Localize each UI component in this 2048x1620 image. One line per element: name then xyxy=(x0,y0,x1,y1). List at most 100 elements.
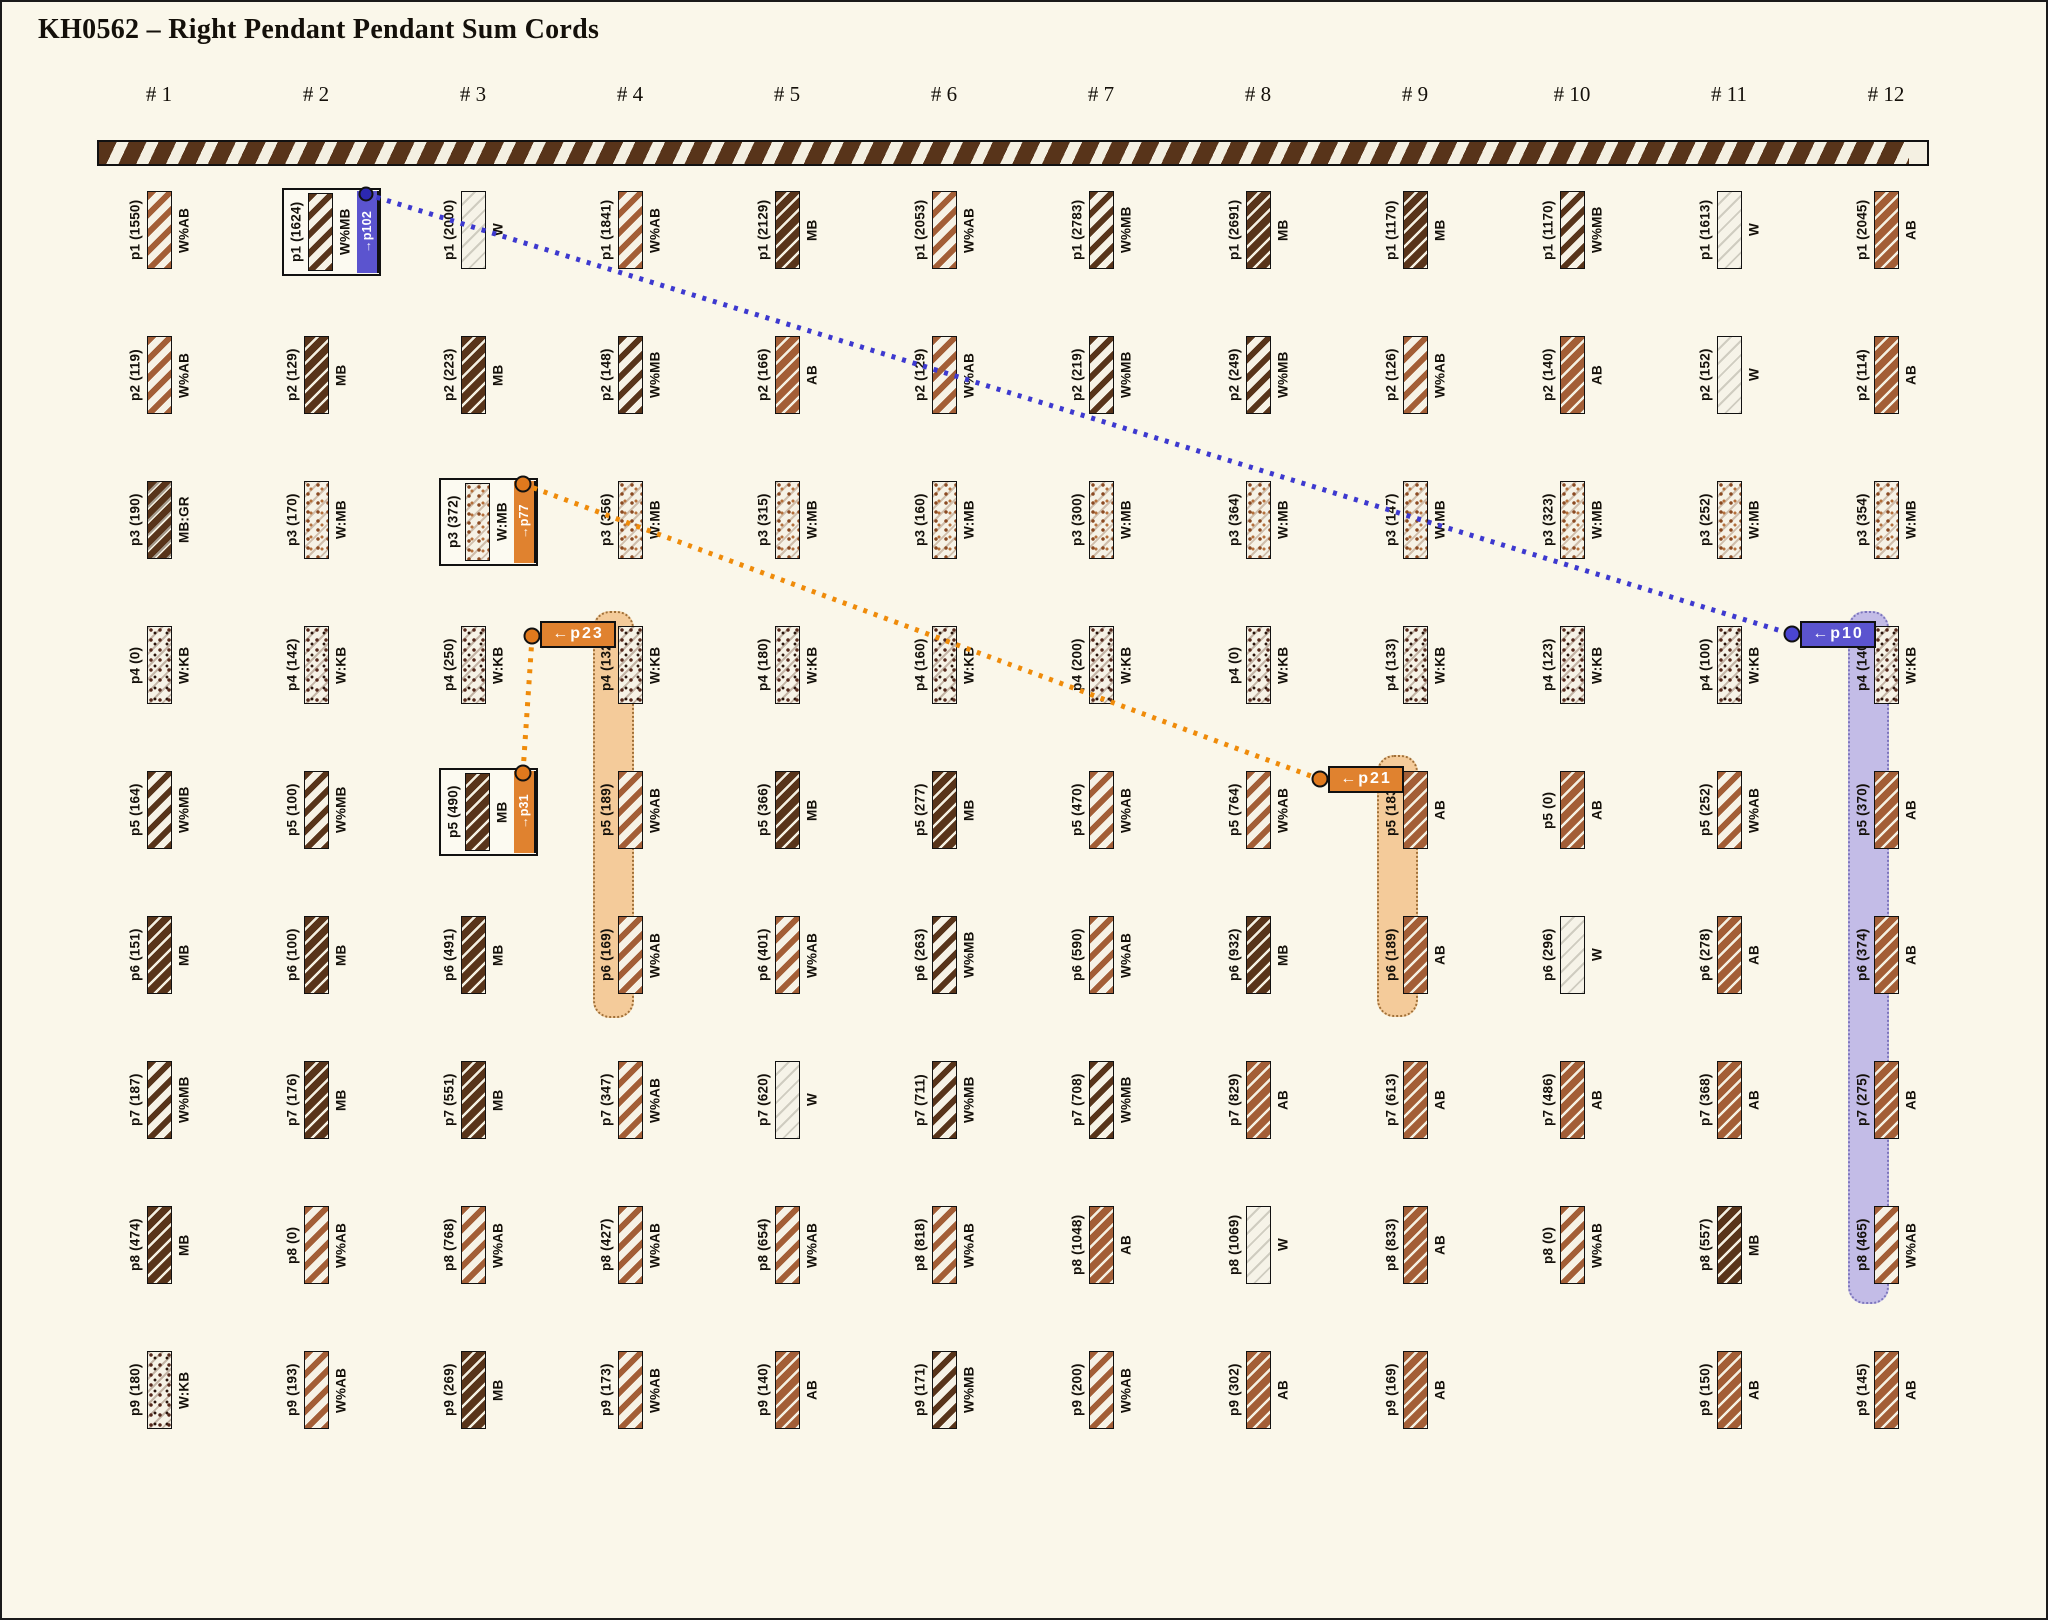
cord-glyph-W%MB xyxy=(1246,336,1271,414)
pendant-label: p2 (249) xyxy=(1226,348,1242,402)
pendant-cell-4-p3: p3 (356) W:MB xyxy=(596,478,665,562)
pendant-cell-6-p3: p3 (160) W:MB xyxy=(910,478,979,562)
color-code: W%MB xyxy=(1118,206,1134,254)
pendant-label: p6 (278) xyxy=(1697,928,1713,982)
color-code: MB:GR xyxy=(176,496,192,544)
pendant-cell-7-p6: p6 (590) W%AB xyxy=(1067,913,1136,997)
pendant-cell-1-p8: p8 (474) MB xyxy=(125,1203,194,1287)
color-code: AB xyxy=(1903,1090,1919,1110)
pendant-cell-11-p2: p2 (152) W xyxy=(1695,333,1764,417)
pendant-cell-2-p9: p9 (193) W%AB xyxy=(282,1348,351,1432)
pendant-label: p5 (366) xyxy=(755,783,771,837)
cord-glyph-W%AB xyxy=(618,1351,643,1429)
pendant-label: p2 (129) xyxy=(284,348,300,402)
pendant-cell-3-p4: p4 (250) W:KB xyxy=(439,623,508,707)
pendant-cell-5-p8: p8 (654) W%AB xyxy=(753,1203,822,1287)
pendant-label: p4 (100) xyxy=(1697,638,1713,692)
color-code: MB xyxy=(494,801,510,823)
column-header-8: # 8 xyxy=(1244,82,1272,106)
pendant-cell-7-p9: p9 (200) W%AB xyxy=(1067,1348,1136,1432)
sum-source-badge: →p31 xyxy=(514,771,536,853)
pendant-label: p8 (654) xyxy=(755,1218,771,1272)
pendant-cell-6-p7: p7 (711) W%MB xyxy=(910,1058,979,1142)
pendant-cell-3-p7: p7 (551) MB xyxy=(439,1058,508,1142)
cord-glyph-W%MB xyxy=(1089,191,1114,269)
color-code: W xyxy=(1746,368,1762,382)
color-code: AB xyxy=(1746,1090,1762,1110)
color-code: AB xyxy=(1275,1090,1291,1110)
color-code: W%AB xyxy=(804,932,820,978)
pendant-label: p4 (160) xyxy=(912,638,928,692)
pendant-label: p8 (0) xyxy=(1540,1226,1556,1264)
pendant-cell-12-p5: p5 (370) AB xyxy=(1852,768,1921,852)
pendant-cell-5-p1: p1 (2129) MB xyxy=(753,188,822,272)
cord-glyph-W%AB xyxy=(1874,1206,1899,1284)
cord-glyph-W xyxy=(1717,191,1742,269)
pendant-label: p2 (148) xyxy=(598,348,614,402)
pendant-label: p4 (0) xyxy=(1226,646,1242,684)
cord-glyph-W:KB xyxy=(1560,626,1585,704)
pendant-label: p4 (0) xyxy=(127,646,143,684)
pendant-label: p1 (1841) xyxy=(598,199,614,261)
cord-glyph-W:KB xyxy=(1717,626,1742,704)
pendant-label: p6 (401) xyxy=(755,928,771,982)
pendant-label: p1 (2053) xyxy=(912,199,928,261)
pendant-label: p2 (126) xyxy=(1383,348,1399,402)
color-code: W:KB xyxy=(333,646,349,684)
color-code: W%MB xyxy=(961,931,977,979)
page-title: KH0562 – Right Pendant Pendant Sum Cords xyxy=(38,14,600,45)
pendant-cell-10-p5: p5 (0) AB xyxy=(1538,768,1607,852)
pendant-cell-12-p6: p6 (374) AB xyxy=(1852,913,1921,997)
color-code: AB xyxy=(1432,1090,1448,1110)
pendant-label: p8 (1069) xyxy=(1226,1214,1242,1276)
cord-glyph-W:MB xyxy=(932,481,957,559)
color-code: W%MB xyxy=(1275,351,1291,399)
pendant-cell-5-p7: p7 (620) W xyxy=(753,1058,822,1142)
pendant-label: p2 (166) xyxy=(755,348,771,402)
cord-glyph-MB xyxy=(1717,1206,1742,1284)
column-header-11: # 11 xyxy=(1711,82,1747,106)
cord-glyph-W%AB xyxy=(618,1061,643,1139)
pendant-label: p3 (356) xyxy=(598,493,614,547)
pendant-cell-10-p3: p3 (323) W:MB xyxy=(1538,478,1607,562)
cord-glyph-MB xyxy=(465,773,490,851)
cord-glyph-W:MB xyxy=(1246,481,1271,559)
pendant-cell-3-p1: p1 (2000) W xyxy=(439,188,508,272)
pendant-label: p3 (354) xyxy=(1854,493,1870,547)
color-code: W%AB xyxy=(804,1222,820,1268)
cord-glyph-MB xyxy=(304,916,329,994)
cord-glyph-W%AB xyxy=(932,1206,957,1284)
color-code: MB xyxy=(490,364,506,386)
pendant-cell-4-p6: p6 (169) W%AB xyxy=(596,913,665,997)
color-code: AB xyxy=(1589,800,1605,820)
color-code: MB xyxy=(961,799,977,821)
pendant-cell-4-p1: p1 (1841) W%AB xyxy=(596,188,665,272)
cord-glyph-W%AB xyxy=(1089,1351,1114,1429)
pendant-cell-6-p2: p2 (129) W%AB xyxy=(910,333,979,417)
color-code: W:KB xyxy=(1746,646,1762,684)
pendant-label: p4 (180) xyxy=(755,638,771,692)
pendant-cell-9-p8: p8 (833) AB xyxy=(1381,1203,1450,1287)
column-header-12: # 12 xyxy=(1867,82,1905,106)
pendant-cell-11-p5: p5 (252) W%AB xyxy=(1695,768,1764,852)
pendant-label: p6 (374) xyxy=(1854,928,1870,982)
color-code: W%MB xyxy=(176,786,192,834)
pendant-cell-9-p2: p2 (126) W%AB xyxy=(1381,333,1450,417)
pendant-label: p3 (300) xyxy=(1069,493,1085,547)
pendant-label: p1 (1170) xyxy=(1383,200,1399,260)
color-code: W xyxy=(1589,948,1605,962)
cord-glyph-W%AB xyxy=(147,336,172,414)
cord-glyph-AB xyxy=(1874,336,1899,414)
pendant-label: p3 (160) xyxy=(912,493,928,547)
color-code: W:KB xyxy=(1903,646,1919,684)
cord-glyph-MB xyxy=(147,916,172,994)
pendant-cell-2-p4: p4 (142) W:KB xyxy=(282,623,351,707)
color-code: W xyxy=(1275,1238,1291,1252)
color-code: W%AB xyxy=(1275,787,1291,833)
cord-glyph-MB xyxy=(1246,916,1271,994)
color-code: MB xyxy=(1275,219,1291,241)
cord-glyph-W%AB xyxy=(618,916,643,994)
pendant-cell-10-p4: p4 (123) W:KB xyxy=(1538,623,1607,707)
cord-glyph-W%AB xyxy=(304,1206,329,1284)
pendant-label: p5 (490) xyxy=(445,785,461,839)
